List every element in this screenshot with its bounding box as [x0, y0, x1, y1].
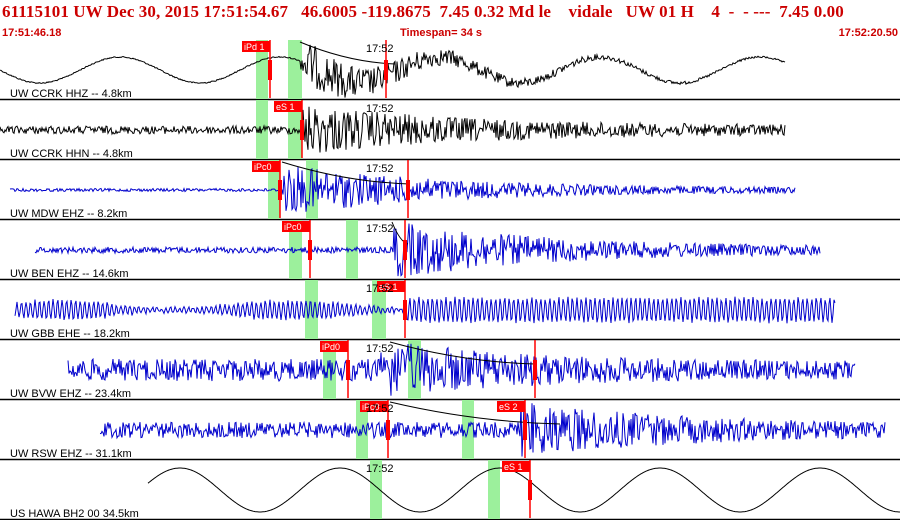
- minute-mark-label: 17:52: [366, 223, 394, 235]
- pick-label: eS 2: [499, 402, 518, 412]
- waveform-trace: [99, 401, 886, 457]
- waveform-trace: [0, 106, 786, 153]
- pick-flag[interactable]: [242, 41, 270, 52]
- pick-window: [288, 40, 302, 99]
- pick-marker: [533, 360, 537, 380]
- channel-label: UW CCRK HHN -- 4.8km: [10, 148, 133, 160]
- minute-mark-label: 17:52: [366, 163, 394, 175]
- channel-label: UW BEN EHZ -- 14.6km: [10, 268, 129, 280]
- pick-window: [288, 100, 302, 159]
- coda-curve: [281, 161, 411, 185]
- pick-flag[interactable]: [377, 281, 405, 292]
- coda-curve: [389, 341, 536, 365]
- minute-mark-label: 17:52: [366, 463, 394, 475]
- window-end-time: 17:52:20.50: [838, 27, 898, 39]
- pick-window: [268, 160, 280, 219]
- channel-label: UW RSW EHZ -- 31.1km: [10, 448, 132, 460]
- pick-marker: [346, 360, 350, 380]
- minute-mark-label: 17:52: [366, 343, 394, 355]
- pick-marker: [386, 420, 390, 440]
- channel-label: UW GBB EHE -- 18.2km: [10, 328, 130, 340]
- minute-mark-label: 17:52: [366, 43, 394, 55]
- channel-label: UW MDW EHZ -- 8.2km: [10, 208, 127, 220]
- waveform-trace: [147, 467, 900, 513]
- pick-label: iPd0: [322, 342, 340, 352]
- channel-label: US HAWA BH2 00 34.5km: [10, 508, 139, 520]
- window-start-time: 17:51:46.18: [2, 27, 62, 39]
- pick-marker: [528, 480, 532, 500]
- pick-marker: [308, 240, 312, 260]
- channel-lane[interactable]: iPc0 eS 2 17:52 UW RSW EHZ -- 31.1km: [0, 400, 900, 461]
- pick-window: [370, 460, 382, 519]
- waveform-trace: [0, 44, 786, 98]
- pick-flag[interactable]: [274, 101, 302, 112]
- channel-label: UW CCRK HHZ -- 4.8km: [10, 88, 132, 100]
- pick-marker: [406, 180, 410, 200]
- waveform-trace: [9, 166, 796, 213]
- pick-marker: [403, 240, 407, 260]
- pick-flag[interactable]: [497, 401, 525, 412]
- pick-window: [488, 460, 500, 519]
- minute-mark-label: 17:52: [366, 283, 394, 295]
- minute-mark-label: 17:52: [366, 403, 394, 415]
- channel-lane[interactable]: iPc0 17:52 UW MDW EHZ -- 8.2km: [0, 160, 900, 221]
- channel-lane[interactable]: iPd 1 17:52 UW CCRK HHZ -- 4.8km: [0, 40, 900, 101]
- pick-label: eS 1: [379, 282, 398, 292]
- waveform-trace: [34, 223, 821, 277]
- pick-marker: [268, 60, 272, 80]
- pick-label: eS 1: [276, 102, 295, 112]
- channel-lane[interactable]: iPc0 17:52 UW BEN EHZ -- 14.6km: [0, 220, 900, 281]
- pick-window: [323, 340, 336, 399]
- pick-label: iPc0: [284, 222, 302, 232]
- channel-lane[interactable]: eS 1 17:52 UW CCRK HHN -- 4.8km: [0, 100, 900, 161]
- waveform-trace: [14, 296, 836, 324]
- pick-flag[interactable]: [282, 221, 310, 232]
- pick-marker: [300, 120, 304, 140]
- channel-lane[interactable]: eS 117:52 UW GBB EHE -- 18.2km: [0, 280, 900, 341]
- event-header: 61115101 UW Dec 30, 2015 17:51:54.67 46.…: [0, 0, 900, 40]
- pick-label: iPc0: [254, 162, 272, 172]
- pick-marker: [278, 180, 282, 200]
- pick-window: [256, 40, 268, 99]
- pick-marker: [384, 60, 388, 80]
- pick-flag[interactable]: [252, 161, 280, 172]
- channel-lane[interactable]: eS 1 17:52 US HAWA BH2 00 34.5km: [0, 460, 900, 520]
- timespan-readout: Timespan= 34 s: [400, 27, 483, 39]
- pick-flag[interactable]: [320, 341, 348, 352]
- minute-mark-label: 17:52: [366, 103, 394, 115]
- event-summary-line: 61115101 UW Dec 30, 2015 17:51:54.67 46.…: [2, 2, 844, 21]
- pick-marker: [403, 300, 407, 320]
- pick-window: [346, 220, 358, 279]
- coda-curve: [389, 401, 561, 425]
- channel-label: UW BVW EHZ -- 23.4km: [10, 388, 131, 400]
- pick-flag[interactable]: [360, 401, 388, 412]
- waveform-trace: [67, 343, 856, 396]
- channel-lane[interactable]: iPd0 17:52 UW BVW EHZ -- 23.4km: [0, 340, 900, 401]
- pick-flag[interactable]: [502, 461, 530, 472]
- pick-label: iPc0: [362, 402, 380, 412]
- pick-label: iPd 1: [244, 42, 265, 52]
- pick-label: eS 1: [504, 462, 523, 472]
- pick-marker: [523, 420, 527, 440]
